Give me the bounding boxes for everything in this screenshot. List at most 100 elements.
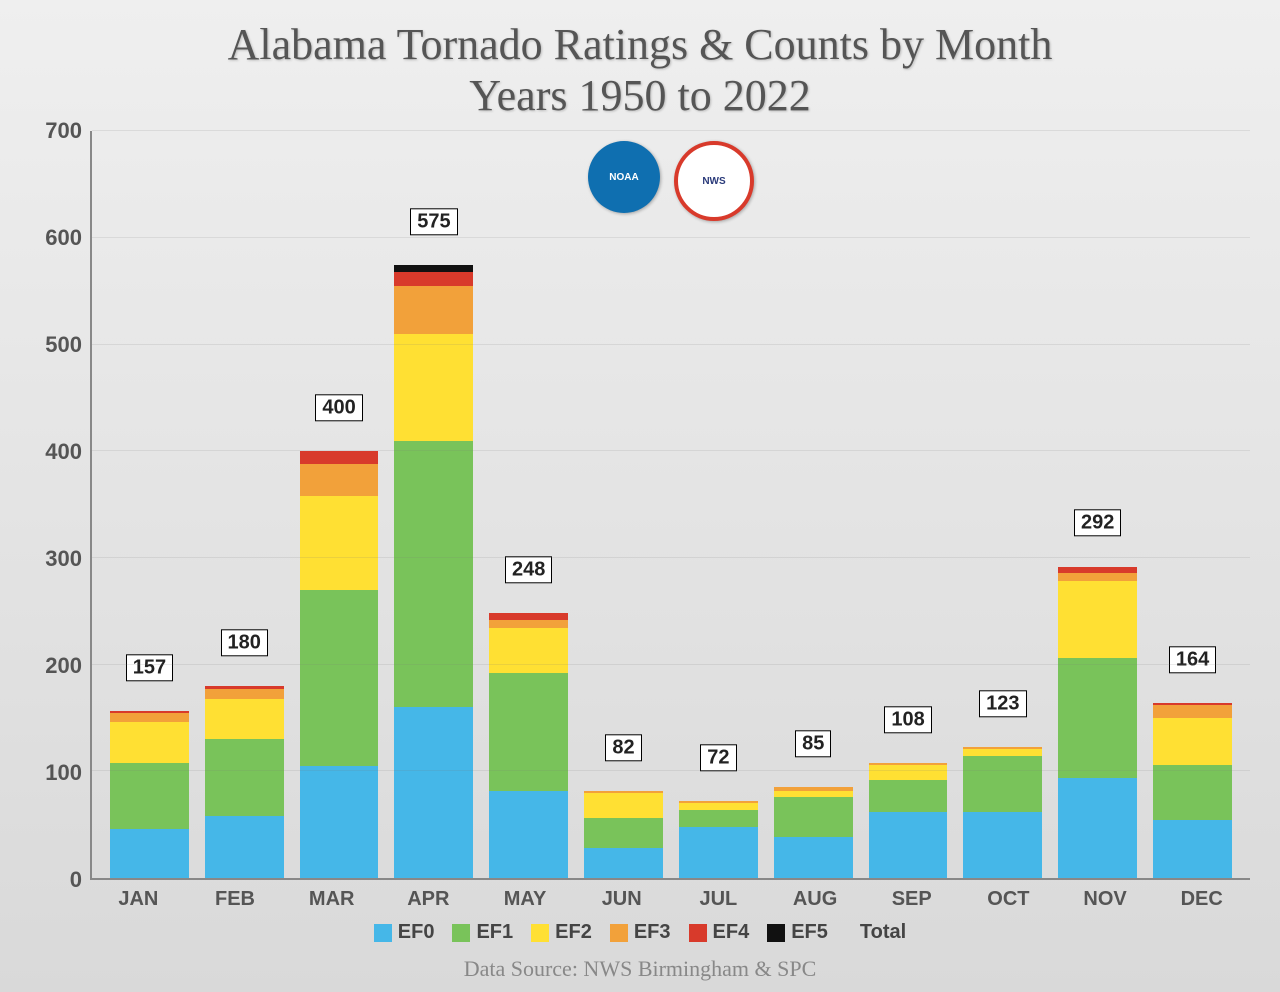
segment-ef0 bbox=[1153, 820, 1232, 878]
total-label: 164 bbox=[1169, 646, 1216, 673]
y-tick: 700 bbox=[45, 118, 82, 144]
segment-ef1 bbox=[394, 441, 473, 708]
noaa-logo-icon: NOAA bbox=[588, 141, 660, 213]
total-label: 575 bbox=[410, 208, 457, 235]
bar-stack bbox=[679, 801, 758, 878]
segment-ef4 bbox=[394, 272, 473, 286]
bar-feb: 180 bbox=[205, 131, 284, 878]
grid-line bbox=[92, 557, 1250, 558]
x-tick: JUN bbox=[581, 888, 662, 911]
bar-stack bbox=[963, 747, 1042, 878]
x-axis: JANFEBMARAPRMAYJUNJULAUGSEPOCTNOVDEC bbox=[30, 888, 1250, 911]
segment-ef0 bbox=[300, 766, 379, 878]
y-tick: 500 bbox=[45, 332, 82, 358]
y-tick: 100 bbox=[45, 760, 82, 786]
segment-ef1 bbox=[679, 810, 758, 827]
y-tick: 300 bbox=[45, 546, 82, 572]
segment-ef1 bbox=[205, 739, 284, 816]
segment-ef1 bbox=[869, 780, 948, 812]
grid-line bbox=[92, 450, 1250, 451]
segment-ef2 bbox=[1153, 718, 1232, 765]
segment-ef3 bbox=[205, 689, 284, 699]
bar-jan: 157 bbox=[110, 131, 189, 878]
segment-ef1 bbox=[774, 797, 853, 838]
total-label: 108 bbox=[884, 706, 931, 733]
title-line-2: Years 1950 to 2022 bbox=[30, 71, 1250, 122]
bar-may: 248 bbox=[489, 131, 568, 878]
segment-ef0 bbox=[110, 829, 189, 878]
segment-ef1 bbox=[1058, 658, 1137, 777]
total-label: 157 bbox=[126, 654, 173, 681]
grid-line bbox=[92, 237, 1250, 238]
bar-dec: 164 bbox=[1153, 131, 1232, 878]
x-tick: AUG bbox=[775, 888, 856, 911]
segment-ef3 bbox=[300, 464, 379, 496]
segment-ef3 bbox=[489, 620, 568, 629]
bar-apr: 575 bbox=[394, 131, 473, 878]
bar-stack bbox=[1153, 703, 1232, 878]
legend-item-ef5: EF5 bbox=[767, 921, 828, 944]
legend-item-ef0: EF0 bbox=[374, 921, 435, 944]
segment-ef2 bbox=[584, 793, 663, 819]
bar-mar: 400 bbox=[300, 131, 379, 878]
segment-ef2 bbox=[1058, 581, 1137, 658]
legend-item-total: Total bbox=[860, 921, 906, 944]
segment-ef1 bbox=[584, 818, 663, 848]
segment-ef1 bbox=[963, 756, 1042, 811]
legend-swatch-icon bbox=[531, 924, 549, 942]
y-axis: 0100200300400500600700 bbox=[30, 131, 90, 880]
segment-ef3 bbox=[110, 713, 189, 723]
segment-ef4 bbox=[300, 451, 379, 464]
x-tick: JAN bbox=[98, 888, 179, 911]
bar-stack bbox=[774, 787, 853, 878]
segment-ef3 bbox=[1058, 573, 1137, 582]
segment-ef0 bbox=[679, 827, 758, 878]
segment-ef0 bbox=[584, 848, 663, 878]
grid-line bbox=[92, 770, 1250, 771]
bar-stack bbox=[205, 686, 284, 878]
legend-label: EF2 bbox=[555, 921, 592, 944]
x-tick: APR bbox=[388, 888, 469, 911]
title-line-1: Alabama Tornado Ratings & Counts by Mont… bbox=[30, 20, 1250, 71]
segment-ef0 bbox=[489, 791, 568, 878]
bar-stack bbox=[394, 265, 473, 878]
x-tick: NOV bbox=[1065, 888, 1146, 911]
bar-stack bbox=[110, 711, 189, 878]
segment-ef0 bbox=[205, 816, 284, 878]
segment-ef0 bbox=[1058, 778, 1137, 878]
bar-stack bbox=[869, 763, 948, 878]
chart-page: Alabama Tornado Ratings & Counts by Mont… bbox=[0, 0, 1280, 992]
legend-label: EF5 bbox=[791, 921, 828, 944]
y-tick: 0 bbox=[70, 867, 82, 893]
nws-logo-icon: NWS bbox=[674, 141, 754, 221]
bar-stack bbox=[1058, 566, 1137, 878]
legend-swatch-icon bbox=[767, 924, 785, 942]
legend-item-ef3: EF3 bbox=[610, 921, 671, 944]
segment-ef2 bbox=[394, 334, 473, 441]
bar-jul: 72 bbox=[679, 131, 758, 878]
bar-stack bbox=[300, 451, 379, 878]
legend-label: EF4 bbox=[713, 921, 750, 944]
legend-swatch-icon bbox=[452, 924, 470, 942]
total-label: 82 bbox=[605, 734, 641, 761]
bar-stack bbox=[489, 613, 568, 878]
total-label: 72 bbox=[700, 744, 736, 771]
legend-swatch-icon bbox=[610, 924, 628, 942]
bar-jun: 82 bbox=[584, 131, 663, 878]
plot-area: NOAA NWS 1571804005752488272851081232921… bbox=[90, 131, 1250, 880]
x-tick: MAY bbox=[485, 888, 566, 911]
legend-item-ef1: EF1 bbox=[452, 921, 513, 944]
legend-swatch-icon bbox=[689, 924, 707, 942]
total-label: 85 bbox=[795, 731, 831, 758]
segment-ef1 bbox=[300, 590, 379, 766]
segment-ef0 bbox=[869, 812, 948, 878]
segment-ef2 bbox=[489, 628, 568, 673]
segment-ef2 bbox=[205, 699, 284, 740]
total-label: 123 bbox=[979, 690, 1026, 717]
y-tick: 200 bbox=[45, 653, 82, 679]
x-tick: SEP bbox=[871, 888, 952, 911]
bar-oct: 123 bbox=[963, 131, 1042, 878]
x-tick: OCT bbox=[968, 888, 1049, 911]
title-block: Alabama Tornado Ratings & Counts by Mont… bbox=[30, 20, 1250, 121]
bar-sep: 108 bbox=[869, 131, 948, 878]
